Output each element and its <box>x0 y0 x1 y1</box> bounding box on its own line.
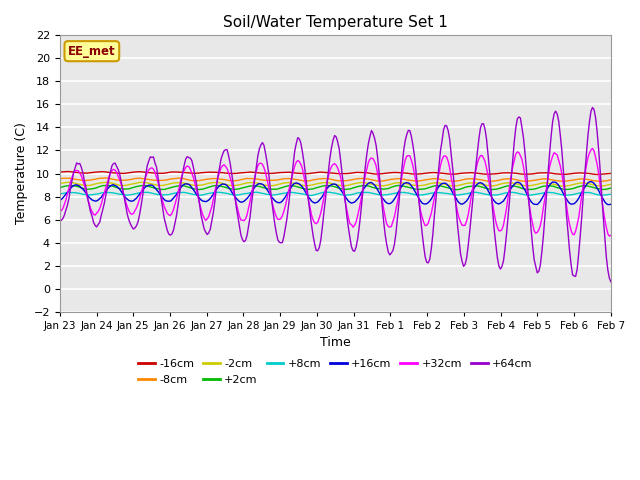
-16cm <box>56 169 63 175</box>
-8cm <box>579 176 587 182</box>
Line: -2cm: -2cm <box>60 182 611 186</box>
+2cm <box>579 183 587 189</box>
+8cm <box>308 192 316 198</box>
Line: +2cm: +2cm <box>60 185 611 190</box>
-8cm <box>250 176 257 181</box>
+64cm <box>589 105 596 110</box>
+32cm <box>239 217 246 223</box>
-2cm <box>607 181 615 187</box>
-2cm <box>298 182 306 188</box>
+32cm <box>607 232 615 238</box>
+32cm <box>577 204 584 209</box>
+2cm <box>125 186 132 192</box>
-2cm <box>56 181 63 187</box>
-16cm <box>607 170 615 176</box>
-8cm <box>56 176 63 182</box>
-8cm <box>298 178 306 183</box>
+2cm <box>240 185 248 191</box>
+8cm <box>124 192 131 198</box>
Line: +16cm: +16cm <box>60 181 611 204</box>
+2cm <box>102 182 109 188</box>
-2cm <box>250 180 257 185</box>
+16cm <box>297 182 305 188</box>
-16cm <box>221 170 229 176</box>
+2cm <box>221 185 229 191</box>
-2cm <box>124 182 131 188</box>
+2cm <box>454 187 461 192</box>
+8cm <box>239 191 246 197</box>
-2cm <box>559 183 567 189</box>
-16cm <box>298 171 306 177</box>
+2cm <box>56 185 63 191</box>
+16cm <box>239 199 246 205</box>
-8cm <box>125 177 132 182</box>
+64cm <box>607 279 615 285</box>
+64cm <box>124 212 131 217</box>
+32cm <box>605 233 613 239</box>
+64cm <box>56 218 63 224</box>
-2cm <box>579 180 587 186</box>
+32cm <box>56 209 63 215</box>
-2cm <box>139 179 147 185</box>
+64cm <box>248 199 255 205</box>
-8cm <box>521 179 529 184</box>
-8cm <box>221 177 229 183</box>
+32cm <box>589 145 596 151</box>
+32cm <box>220 162 228 168</box>
-16cm <box>63 168 71 174</box>
-8cm <box>607 177 615 183</box>
-2cm <box>240 181 248 187</box>
+8cm <box>220 190 228 196</box>
+8cm <box>56 191 63 197</box>
+64cm <box>297 140 305 146</box>
-8cm <box>240 176 248 182</box>
+16cm <box>607 202 615 207</box>
+16cm <box>587 179 595 184</box>
-16cm <box>578 170 586 176</box>
Line: -8cm: -8cm <box>60 178 611 181</box>
Line: +8cm: +8cm <box>60 192 611 195</box>
X-axis label: Time: Time <box>320 336 351 349</box>
+2cm <box>250 183 257 189</box>
+16cm <box>56 197 63 203</box>
-8cm <box>102 175 109 181</box>
+8cm <box>321 189 329 195</box>
+32cm <box>124 204 131 210</box>
+64cm <box>239 237 246 242</box>
Title: Soil/Water Temperature Set 1: Soil/Water Temperature Set 1 <box>223 15 448 30</box>
+16cm <box>604 202 612 207</box>
+16cm <box>124 196 131 202</box>
-16cm <box>125 170 132 176</box>
+16cm <box>220 181 228 187</box>
-16cm <box>240 170 248 176</box>
+8cm <box>297 191 305 196</box>
-16cm <box>250 169 257 175</box>
Y-axis label: Temperature (C): Temperature (C) <box>15 122 28 225</box>
Legend: -16cm, -8cm, -2cm, +2cm, +8cm, +16cm, +32cm, +64cm: -16cm, -8cm, -2cm, +2cm, +8cm, +16cm, +3… <box>134 355 537 389</box>
Line: +32cm: +32cm <box>60 148 611 236</box>
+32cm <box>297 161 305 167</box>
Line: +64cm: +64cm <box>60 108 611 282</box>
+2cm <box>607 185 615 191</box>
+8cm <box>607 192 615 197</box>
+2cm <box>298 185 306 191</box>
-2cm <box>221 181 229 187</box>
+64cm <box>220 148 228 154</box>
Line: -16cm: -16cm <box>60 171 611 174</box>
+16cm <box>248 189 255 195</box>
+32cm <box>248 191 255 196</box>
+8cm <box>579 190 587 195</box>
+64cm <box>577 233 584 239</box>
+16cm <box>577 192 584 198</box>
-16cm <box>595 171 602 177</box>
Text: EE_met: EE_met <box>68 45 116 58</box>
+8cm <box>248 190 255 196</box>
